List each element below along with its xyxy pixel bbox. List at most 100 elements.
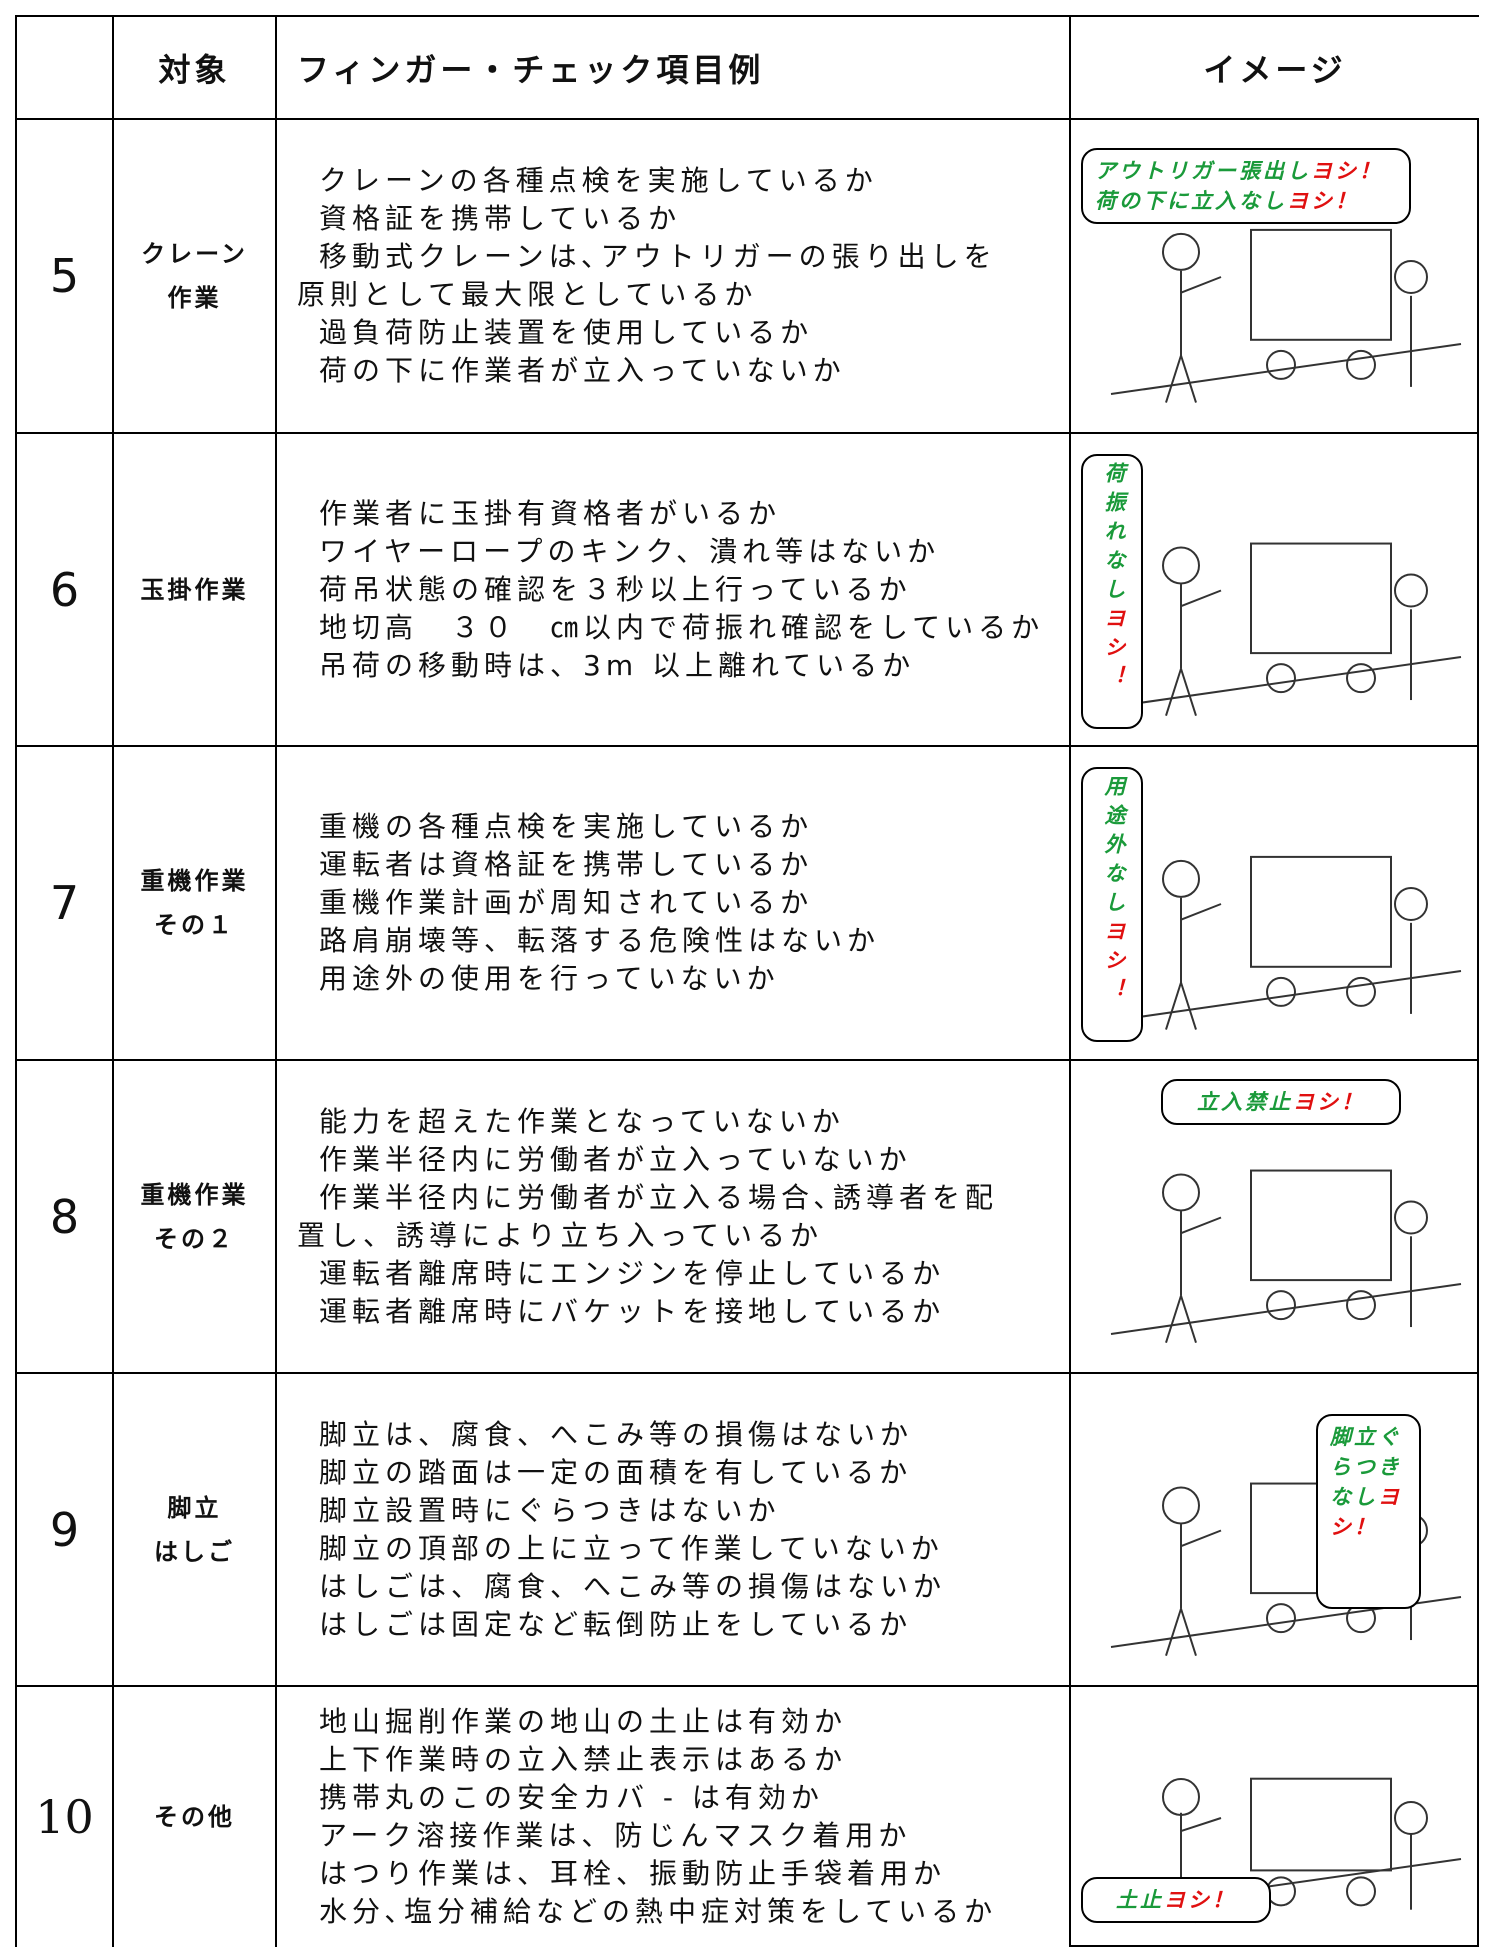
bubble-line: 用途外なしヨシ！ bbox=[1099, 775, 1129, 1034]
check-item: 荷の下に作業者が立入っていないか bbox=[319, 354, 846, 387]
image-cell: 脚立ぐらつきなしヨシ！ bbox=[1069, 1372, 1479, 1685]
target-text: その他 bbox=[154, 1803, 235, 1831]
image-cell: 立入禁止ヨシ！ bbox=[1069, 1059, 1479, 1372]
target-text: その２ bbox=[154, 1224, 235, 1253]
check-item: はしごは固定など転倒防止をしているか bbox=[319, 1607, 913, 1641]
number-text: 8 bbox=[49, 1189, 80, 1244]
check-item: はつり作業は、耳栓、振動防止手袋着用か bbox=[319, 1857, 947, 1890]
check-item: 作業半径内に労働者が立入る場合､誘導者を配 bbox=[319, 1180, 999, 1214]
illustration bbox=[1110, 1169, 1462, 1344]
check-item: 移動式クレーンは､アウトリガーの張り出しを bbox=[319, 240, 997, 273]
bubble-yoshi: ヨシ！ bbox=[1287, 189, 1359, 213]
target-text: 作業 bbox=[167, 284, 222, 312]
check-item: 重機の各種点検を実施しているか bbox=[319, 810, 814, 843]
target-text: 重機作業 bbox=[140, 1180, 249, 1209]
header-cell: イメージ bbox=[1069, 15, 1479, 118]
check-item: 能力を超えた作業となっていないか bbox=[319, 1104, 845, 1138]
speech-bubble: 立入禁止ヨシ！ bbox=[1161, 1079, 1401, 1125]
bubble-text: 土止 bbox=[1116, 1888, 1164, 1912]
check-item: 脚立の頂部の上に立って作業していないか bbox=[319, 1531, 944, 1565]
check-item: 吊荷の移動時は、3m 以上離れているか bbox=[319, 648, 916, 682]
bubble-text: 立入禁止 bbox=[1197, 1090, 1293, 1114]
bubble-line: 荷振れなしヨシ！ bbox=[1099, 462, 1129, 721]
check-item: 脚立設置時にぐらつきはないか bbox=[319, 1493, 781, 1527]
bubble-text: 荷振れなし bbox=[1102, 462, 1126, 607]
check-item: 水分､塩分補給などの熱中症対策をしているか bbox=[319, 1895, 998, 1928]
number-text: 7 bbox=[49, 876, 80, 930]
number-text: 10 bbox=[35, 1790, 94, 1844]
row-number: 8 bbox=[15, 1059, 112, 1372]
check-item: 携帯丸のこの安全カバ - は有効か bbox=[319, 1781, 824, 1814]
speech-bubble: アウトリガー張出しヨシ！ 荷の下に立入なしヨシ！ bbox=[1081, 148, 1411, 224]
illustration bbox=[1110, 855, 1462, 1030]
header-text: 対象 bbox=[158, 50, 231, 89]
check-item: 運転者離席時にバケットを接地しているか bbox=[319, 1294, 946, 1328]
header-cell: 対象 bbox=[112, 15, 275, 118]
target-text: 脚立 bbox=[167, 1493, 222, 1522]
bubble-line: 荷の下に立入なしヨシ！ bbox=[1095, 186, 1397, 216]
speech-bubble: 用途外なしヨシ！ bbox=[1081, 767, 1143, 1042]
target-text: 玉掛作業 bbox=[140, 575, 249, 604]
check-item: 置し、誘導により立ち入っているか bbox=[297, 1218, 824, 1252]
speech-bubble: 脚立ぐらつきなしヨシ！ bbox=[1316, 1414, 1421, 1609]
header-cell: フィンガー・チェック項目例 bbox=[275, 15, 1069, 118]
checks-cell: 作業者に玉掛有資格者がいるかワイヤーロープのキンク、潰れ等はないか 荷吊状態の確認… bbox=[275, 432, 1069, 745]
speech-bubble: 土止ヨシ！ bbox=[1081, 1877, 1271, 1923]
image-cell: 荷振れなしヨシ！ bbox=[1069, 432, 1479, 745]
row-number: 9 bbox=[15, 1372, 112, 1685]
check-item: 荷吊状態の確認を３秒以上行っているか bbox=[319, 572, 912, 606]
target-text: はしご bbox=[154, 1537, 235, 1566]
check-item: 過負荷防止装置を使用しているか bbox=[319, 316, 814, 349]
target-cell: クレーン 作業 bbox=[112, 118, 275, 432]
illustration bbox=[1110, 542, 1462, 717]
header-cell bbox=[15, 15, 112, 118]
target-text: クレーン bbox=[141, 240, 248, 268]
bubble-line: アウトリガー張出しヨシ！ bbox=[1095, 156, 1397, 186]
bubble-text: 脚立ぐらつきなし bbox=[1330, 1425, 1402, 1509]
target-text: 重機作業 bbox=[140, 867, 249, 895]
bubble-line: 土止ヨシ！ bbox=[1095, 1885, 1257, 1915]
number-text: 5 bbox=[49, 249, 80, 303]
bubble-yoshi: ヨシ！ bbox=[1102, 607, 1126, 694]
checks-cell: 地山掘削作業の地山の土止は有効か 上下作業時の立入禁止表示はあるか 携帯丸のこの安全… bbox=[275, 1685, 1069, 1947]
check-item: 原則として最大限としているか bbox=[297, 278, 758, 311]
check-item: ワイヤーロープのキンク、潰れ等はないか bbox=[319, 534, 941, 568]
check-item: 運転者離席時にエンジンを停止しているか bbox=[319, 1256, 946, 1290]
bubble-text: 用途外なし bbox=[1102, 775, 1126, 920]
check-item: 路肩崩壊等、転落する危険性はないか bbox=[319, 924, 881, 957]
check-item: はしごは、腐食、へこみ等の損傷はないか bbox=[319, 1569, 947, 1603]
bubble-text: 荷の下に立入なし bbox=[1095, 189, 1287, 213]
check-item: 地山掘削作業の地山の土止は有効か bbox=[319, 1705, 848, 1738]
target-cell: 脚立 はしご bbox=[112, 1372, 275, 1685]
target-cell: 玉掛作業 bbox=[112, 432, 275, 745]
check-item: 脚立は、腐食、へこみ等の損傷はないか bbox=[319, 1417, 914, 1451]
bubble-text: アウトリガー張出し bbox=[1095, 159, 1311, 183]
check-item: 重機作業計画が周知されているか bbox=[319, 886, 814, 919]
check-item: 地切高 ３０ ㎝以内で荷振れ確認をしているか bbox=[319, 610, 1045, 644]
check-item: アーク溶接作業は、防じんマスク着用か bbox=[319, 1819, 912, 1852]
row-number: 10 bbox=[15, 1685, 112, 1947]
number-text: 6 bbox=[49, 562, 80, 617]
bubble-yoshi: ヨシ！ bbox=[1102, 920, 1126, 1007]
check-item: 作業者に玉掛有資格者がいるか bbox=[319, 496, 782, 530]
target-text: その１ bbox=[154, 911, 235, 939]
checks-cell: クレーンの各種点検を実施しているか 資格証を携帯しているか移動式クレーンは､アウト… bbox=[275, 118, 1069, 432]
illustration bbox=[1110, 228, 1462, 403]
safety-table: 対象 フィンガー・チェック項目例 イメージ 5 クレーン 作業 クレーンの各種点検を実施して… bbox=[15, 15, 1479, 1947]
check-item: 脚立の踏面は一定の面積を有しているか bbox=[319, 1455, 913, 1489]
check-item: 運転者は資格証を携帯しているか bbox=[319, 848, 814, 881]
speech-bubble: 荷振れなしヨシ！ bbox=[1081, 454, 1143, 729]
check-item: 資格証を携帯しているか bbox=[319, 202, 682, 235]
checks-cell: 脚立は、腐食、へこみ等の損傷はないか 脚立の踏面は一定の面積を有しているか 脚立設置… bbox=[275, 1372, 1069, 1685]
target-cell: 重機作業その１ bbox=[112, 745, 275, 1059]
image-cell: アウトリガー張出しヨシ！ 荷の下に立入なしヨシ！ bbox=[1069, 118, 1479, 432]
check-item: 用途外の使用を行っていないか bbox=[319, 962, 780, 995]
check-item: クレーンの各種点検を実施しているか bbox=[319, 164, 878, 197]
bubble-yoshi: ヨシ！ bbox=[1293, 1090, 1365, 1114]
target-cell: 重機作業その２ bbox=[112, 1059, 275, 1372]
bubble-yoshi: ヨシ！ bbox=[1330, 1485, 1402, 1539]
row-number: 6 bbox=[15, 432, 112, 745]
check-item: 上下作業時の立入禁止表示はあるか bbox=[319, 1743, 848, 1776]
number-text: 9 bbox=[49, 1502, 80, 1557]
checks-cell: 能力を超えた作業となっていないか 作業半径内に労働者が立入っていないか 作業半径内に… bbox=[275, 1059, 1069, 1372]
